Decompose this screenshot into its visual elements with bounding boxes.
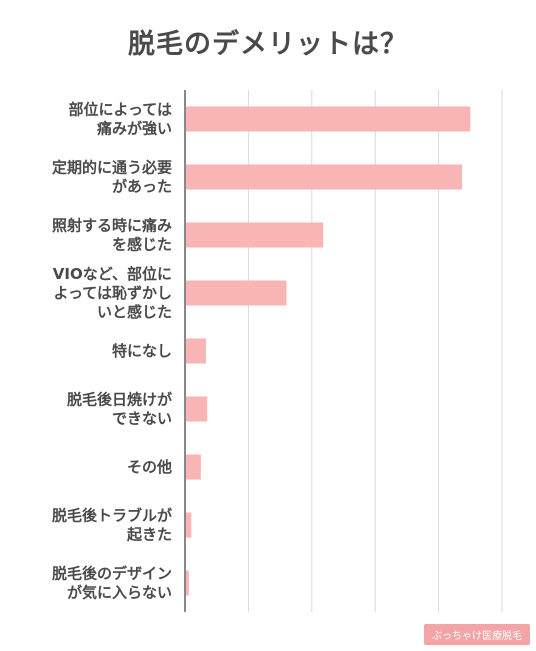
chart-title: 脱毛のデメリットは？ — [128, 29, 408, 60]
bar — [185, 570, 189, 596]
bar — [185, 512, 192, 538]
category-label: 脱毛後トラブルが起きた — [52, 507, 173, 544]
category-label: 照射する時に痛みを感じた — [52, 217, 172, 254]
bar — [185, 338, 206, 364]
bar — [185, 396, 208, 422]
category-label: 脱毛後のデザインが気に入らない — [52, 565, 172, 602]
bars — [185, 106, 471, 596]
category-label: 脱毛後日焼けができない — [67, 391, 173, 428]
category-label: 部位によっては痛みが強い — [68, 101, 172, 138]
bar — [185, 280, 287, 306]
bar — [185, 164, 463, 190]
bar — [185, 222, 324, 248]
category-label: 特になし — [112, 342, 172, 360]
bar — [185, 454, 201, 480]
category-label: 定期的に通う必要があった — [52, 159, 172, 196]
bar — [185, 106, 471, 132]
watermark-badge: ぶっちゃけ医療脱毛 — [424, 624, 530, 645]
category-label: その他 — [127, 458, 172, 476]
category-label: VIOなど、部位によっては恥ずかしいと感じた — [53, 265, 172, 321]
